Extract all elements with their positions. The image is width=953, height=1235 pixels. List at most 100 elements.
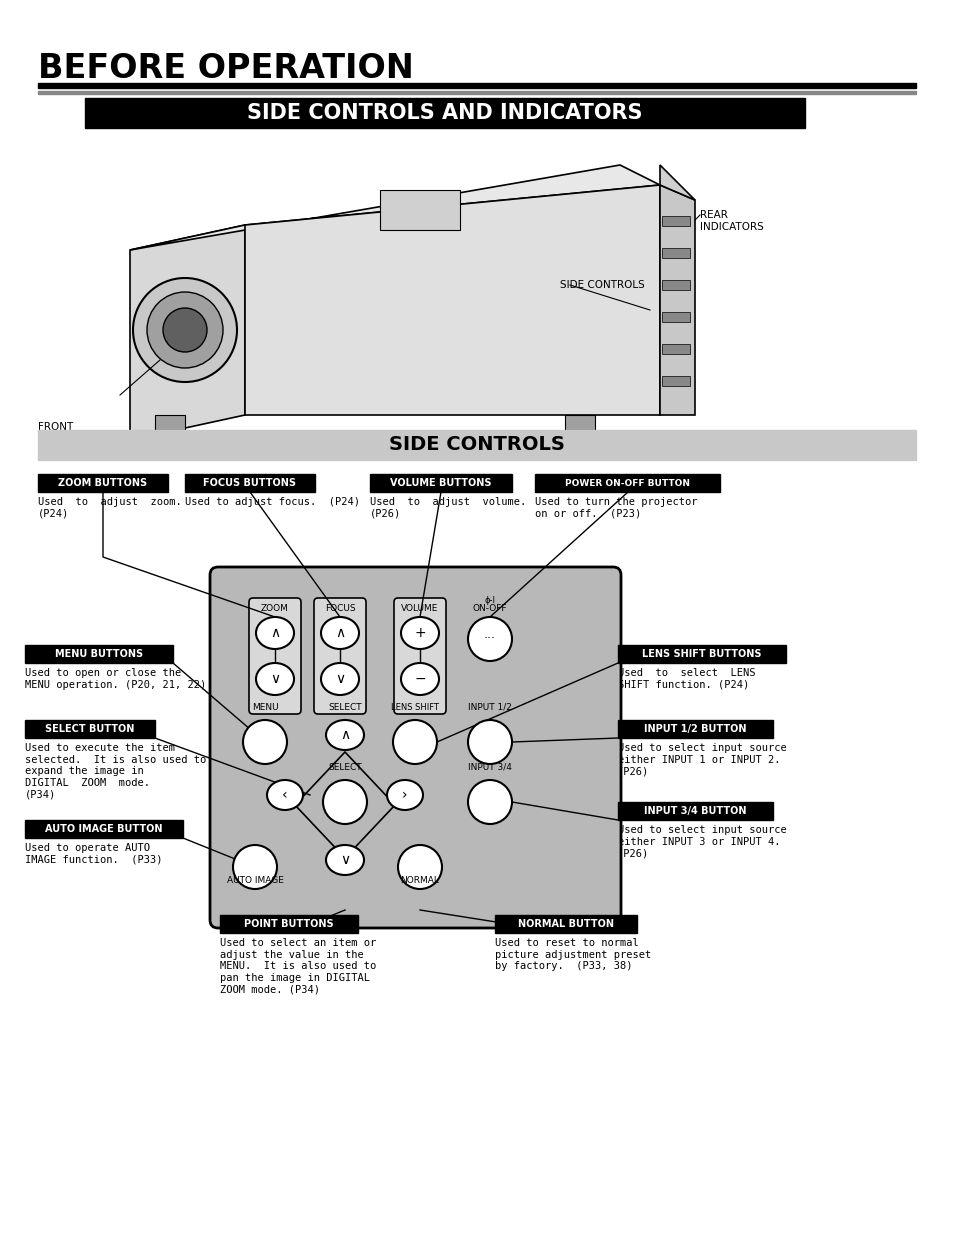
Ellipse shape bbox=[400, 618, 438, 650]
Text: ZOOM BUTTONS: ZOOM BUTTONS bbox=[58, 478, 148, 488]
Bar bbox=[661, 216, 689, 226]
FancyBboxPatch shape bbox=[394, 598, 446, 714]
Bar bbox=[618, 720, 772, 739]
Text: BEFORE OPERATION: BEFORE OPERATION bbox=[38, 52, 414, 85]
Ellipse shape bbox=[387, 781, 422, 810]
Text: LENS SHIFT BUTTONS: LENS SHIFT BUTTONS bbox=[641, 650, 760, 659]
Ellipse shape bbox=[326, 720, 364, 750]
Ellipse shape bbox=[267, 781, 303, 810]
Text: LENS SHIFT: LENS SHIFT bbox=[391, 703, 438, 713]
Bar bbox=[38, 91, 915, 94]
Text: SELECT: SELECT bbox=[328, 763, 361, 772]
Text: ∧: ∧ bbox=[270, 626, 280, 640]
Bar bbox=[38, 430, 915, 459]
Circle shape bbox=[243, 720, 287, 764]
Ellipse shape bbox=[255, 618, 294, 650]
Text: INPUT 3/4: INPUT 3/4 bbox=[468, 763, 512, 772]
Text: INPUT 1/2: INPUT 1/2 bbox=[468, 703, 512, 713]
Ellipse shape bbox=[320, 618, 358, 650]
Text: SIDE CONTROLS: SIDE CONTROLS bbox=[389, 436, 564, 454]
FancyBboxPatch shape bbox=[314, 598, 366, 714]
Text: MENU BUTTONS: MENU BUTTONS bbox=[55, 650, 143, 659]
Text: SIDE CONTROLS: SIDE CONTROLS bbox=[559, 280, 644, 290]
Circle shape bbox=[147, 291, 223, 368]
Circle shape bbox=[132, 278, 236, 382]
Bar bbox=[220, 915, 357, 932]
Bar bbox=[25, 820, 183, 839]
Polygon shape bbox=[659, 165, 695, 200]
Bar bbox=[495, 915, 637, 932]
Text: SIDE CONTROLS AND INDICATORS: SIDE CONTROLS AND INDICATORS bbox=[247, 103, 642, 124]
Text: FRONT
INDICATORS: FRONT INDICATORS bbox=[38, 422, 102, 443]
Bar bbox=[25, 720, 154, 739]
Circle shape bbox=[468, 781, 512, 824]
Text: MENU: MENU bbox=[252, 703, 278, 713]
Circle shape bbox=[468, 720, 512, 764]
Text: NORMAL: NORMAL bbox=[400, 876, 439, 885]
Bar bbox=[38, 83, 915, 88]
Polygon shape bbox=[659, 185, 695, 415]
Text: Used to execute the item
selected.  It is also used to
expand the image in
DIGIT: Used to execute the item selected. It is… bbox=[25, 743, 206, 799]
Text: ZOOM: ZOOM bbox=[261, 604, 289, 613]
Bar bbox=[661, 345, 689, 354]
Bar bbox=[38, 474, 168, 492]
Bar bbox=[661, 375, 689, 387]
FancyBboxPatch shape bbox=[210, 567, 620, 927]
Text: Used  to  adjust  zoom.
(P24): Used to adjust zoom. (P24) bbox=[38, 496, 182, 519]
Bar bbox=[564, 415, 595, 430]
Text: +: + bbox=[414, 626, 425, 640]
Text: Used to reset to normal
picture adjustment preset
by factory.  (P33, 38): Used to reset to normal picture adjustme… bbox=[495, 939, 651, 971]
Bar bbox=[535, 474, 720, 492]
Text: Used  to  select  LENS
SHIFT function. (P24): Used to select LENS SHIFT function. (P24… bbox=[618, 668, 755, 689]
Text: Used to select an item or
adjust the value in the
MENU.  It is also used to
pan : Used to select an item or adjust the val… bbox=[220, 939, 375, 994]
Text: FOCUS: FOCUS bbox=[324, 604, 355, 613]
Ellipse shape bbox=[255, 663, 294, 695]
Circle shape bbox=[163, 308, 207, 352]
Bar bbox=[154, 415, 185, 430]
Text: ›: › bbox=[402, 788, 407, 802]
Text: POINT BUTTONS: POINT BUTTONS bbox=[244, 919, 334, 929]
Text: Used to select input source
either INPUT 3 or INPUT 4.
(P26): Used to select input source either INPUT… bbox=[618, 825, 786, 858]
Text: ON-OFF: ON-OFF bbox=[473, 604, 507, 613]
Text: REAR
INDICATORS: REAR INDICATORS bbox=[700, 210, 763, 232]
Circle shape bbox=[468, 618, 512, 661]
Text: VOLUME BUTTONS: VOLUME BUTTONS bbox=[390, 478, 491, 488]
Text: POWER ON-OFF BUTTON: POWER ON-OFF BUTTON bbox=[564, 478, 689, 488]
Text: ∧: ∧ bbox=[339, 727, 350, 742]
Text: VOLUME: VOLUME bbox=[401, 604, 438, 613]
Text: Used to select input source
either INPUT 1 or INPUT 2.
(P26): Used to select input source either INPUT… bbox=[618, 743, 786, 777]
Bar bbox=[661, 248, 689, 258]
Ellipse shape bbox=[320, 663, 358, 695]
Bar bbox=[370, 474, 512, 492]
Text: ∨: ∨ bbox=[335, 672, 345, 685]
Bar bbox=[85, 98, 804, 128]
Circle shape bbox=[323, 781, 367, 824]
Bar bbox=[185, 474, 314, 492]
Text: ···: ··· bbox=[483, 632, 496, 646]
Text: SELECT: SELECT bbox=[328, 703, 361, 713]
Text: Used to adjust focus.  (P24): Used to adjust focus. (P24) bbox=[185, 496, 359, 508]
Polygon shape bbox=[130, 225, 245, 440]
Bar bbox=[618, 645, 785, 663]
Text: AUTO IMAGE BUTTON: AUTO IMAGE BUTTON bbox=[45, 824, 163, 834]
Text: Used to operate AUTO
IMAGE function.  (P33): Used to operate AUTO IMAGE function. (P3… bbox=[25, 844, 162, 864]
Text: ‹: ‹ bbox=[282, 788, 288, 802]
Text: AUTO IMAGE: AUTO IMAGE bbox=[226, 876, 283, 885]
Text: Used to turn the projector
on or off.  (P23): Used to turn the projector on or off. (P… bbox=[535, 496, 697, 519]
Text: FOCUS BUTTONS: FOCUS BUTTONS bbox=[203, 478, 296, 488]
Text: SELECT BUTTON: SELECT BUTTON bbox=[45, 724, 134, 734]
Text: INPUT 1/2 BUTTON: INPUT 1/2 BUTTON bbox=[643, 724, 746, 734]
Text: INPUT 3/4 BUTTON: INPUT 3/4 BUTTON bbox=[643, 806, 746, 816]
Text: NORMAL BUTTON: NORMAL BUTTON bbox=[517, 919, 614, 929]
FancyBboxPatch shape bbox=[249, 598, 301, 714]
Ellipse shape bbox=[326, 845, 364, 876]
Bar bbox=[618, 802, 772, 820]
Circle shape bbox=[393, 720, 436, 764]
Polygon shape bbox=[245, 185, 659, 415]
Circle shape bbox=[233, 845, 276, 889]
Text: ∧: ∧ bbox=[335, 626, 345, 640]
Polygon shape bbox=[130, 165, 659, 249]
Text: Used  to  adjust  volume.
(P26): Used to adjust volume. (P26) bbox=[370, 496, 526, 519]
Bar bbox=[661, 312, 689, 322]
Text: Used to open or close the
MENU operation. (P20, 21, 22): Used to open or close the MENU operation… bbox=[25, 668, 206, 689]
